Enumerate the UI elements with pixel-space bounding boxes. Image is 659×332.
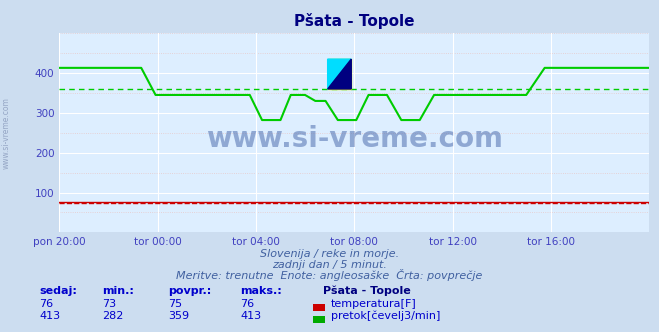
Text: zadnji dan / 5 minut.: zadnji dan / 5 minut.	[272, 260, 387, 270]
Text: 413: 413	[241, 311, 262, 321]
Text: www.si-vreme.com: www.si-vreme.com	[206, 125, 503, 153]
Text: min.:: min.:	[102, 286, 134, 296]
Text: Pšata - Topole: Pšata - Topole	[323, 285, 411, 296]
Text: 76: 76	[241, 299, 254, 309]
Text: 75: 75	[168, 299, 182, 309]
Text: 73: 73	[102, 299, 116, 309]
Text: 282: 282	[102, 311, 123, 321]
Text: www.si-vreme.com: www.si-vreme.com	[2, 97, 11, 169]
Polygon shape	[328, 59, 351, 89]
Text: maks.:: maks.:	[241, 286, 282, 296]
Text: povpr.:: povpr.:	[168, 286, 212, 296]
Polygon shape	[328, 59, 351, 89]
Text: 359: 359	[168, 311, 189, 321]
Text: sedaj:: sedaj:	[40, 286, 77, 296]
Text: pretok[čevelj3/min]: pretok[čevelj3/min]	[331, 311, 440, 321]
Text: 76: 76	[40, 299, 53, 309]
Text: Meritve: trenutne  Enote: angleosaške  Črta: povprečje: Meritve: trenutne Enote: angleosaške Črt…	[177, 269, 482, 281]
Text: Slovenija / reke in morje.: Slovenija / reke in morje.	[260, 249, 399, 259]
Title: Pšata - Topole: Pšata - Topole	[294, 13, 415, 29]
Text: temperatura[F]: temperatura[F]	[331, 299, 416, 309]
Text: 413: 413	[40, 311, 61, 321]
Bar	[328, 59, 351, 89]
